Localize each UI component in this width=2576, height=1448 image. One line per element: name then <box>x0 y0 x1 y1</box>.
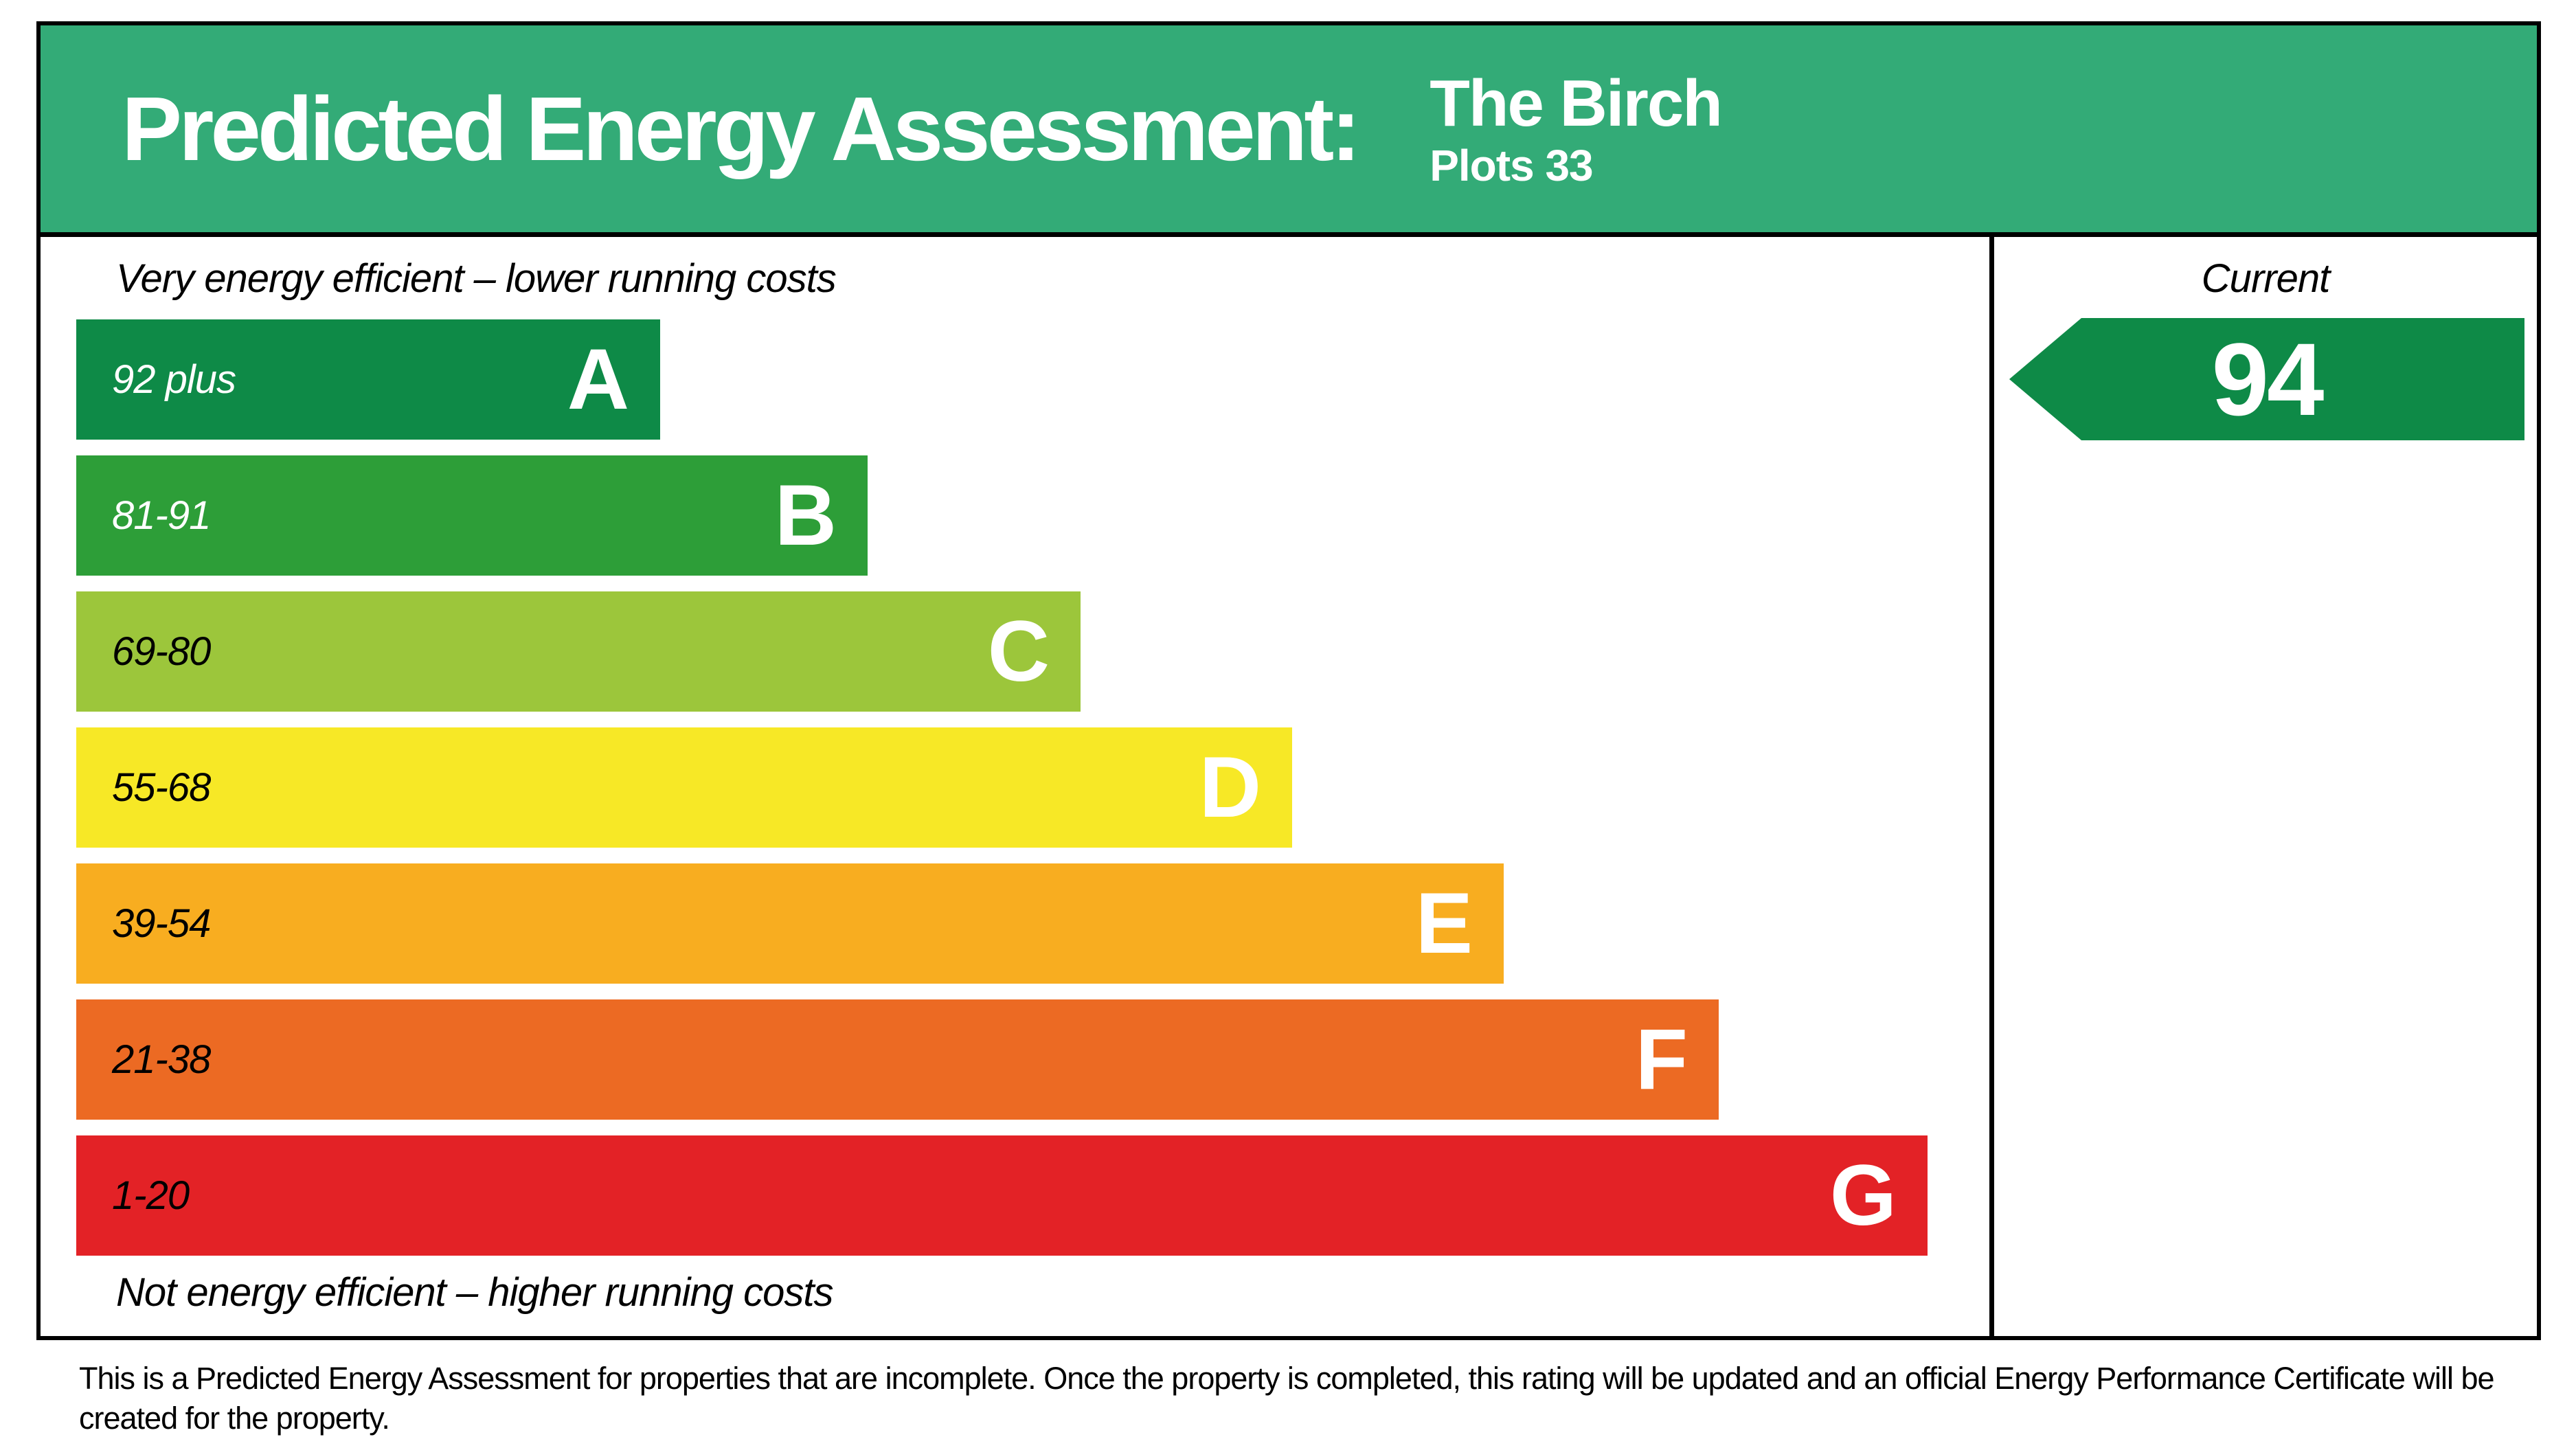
band-range: 21-38 <box>112 1037 211 1082</box>
band-row-a: 92 plus A <box>76 319 660 440</box>
band-row-c: 69-80 C <box>76 591 1081 712</box>
rating-chart: Very energy efficient – lower running co… <box>41 237 2537 1336</box>
bands-panel: Very energy efficient – lower running co… <box>41 237 1989 1336</box>
band-letter: B <box>774 468 837 563</box>
current-panel: Current 94 <box>1989 237 2537 1336</box>
band-letter: D <box>1199 740 1261 835</box>
property-name: The Birch <box>1430 66 1723 140</box>
current-column-header: Current <box>2201 256 2330 301</box>
band-range: 1-20 <box>112 1173 190 1218</box>
band-letter: E <box>1415 876 1473 971</box>
current-arrow: 94 <box>2009 318 2524 440</box>
band-range: 81-91 <box>112 493 211 538</box>
top-scale-label: Very energy efficient – lower running co… <box>116 256 837 301</box>
band-letter: C <box>987 604 1050 699</box>
band-range: 39-54 <box>112 901 211 946</box>
property-info: The Birch Plots 33 <box>1430 66 1723 190</box>
band-letter: A <box>567 332 629 427</box>
epc-certificate: Predicted Energy Assessment: The Birch P… <box>36 21 2541 1340</box>
disclaimer-text: This is a Predicted Energy Assessment fo… <box>79 1361 2495 1436</box>
band-row-e: 39-54 E <box>76 863 1504 984</box>
bottom-scale-label: Not energy efficient – higher running co… <box>116 1270 834 1315</box>
current-rating-value: 94 <box>2211 321 2325 437</box>
band-row-b: 81-91 B <box>76 455 868 576</box>
band-letter: G <box>1829 1148 1897 1243</box>
band-row-g: 1-20 G <box>76 1135 1928 1256</box>
band-range: 69-80 <box>112 629 211 674</box>
band-row-f: 21-38 F <box>76 999 1719 1120</box>
band-row-d: 55-68 D <box>76 727 1292 848</box>
property-plots: Plots 33 <box>1430 140 1593 190</box>
band-range: 92 plus <box>112 357 236 402</box>
page-title: Predicted Energy Assessment: <box>122 78 1361 179</box>
band-letter: F <box>1635 1012 1688 1107</box>
band-range: 55-68 <box>112 765 211 810</box>
header: Predicted Energy Assessment: The Birch P… <box>41 25 2537 237</box>
